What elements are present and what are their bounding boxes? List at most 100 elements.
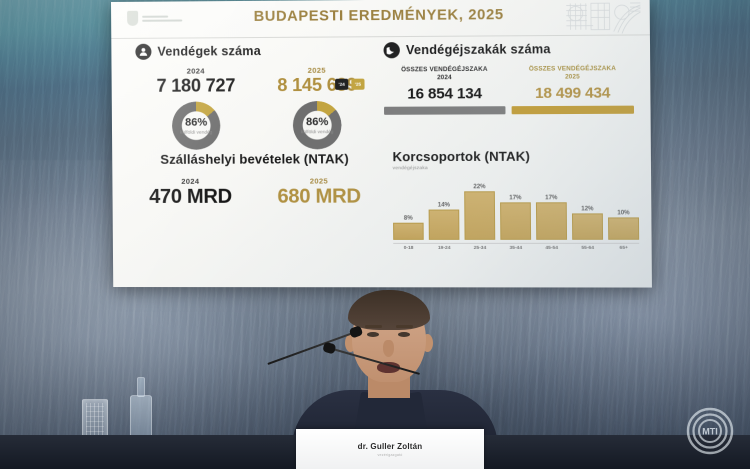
age-axis-tick: 65+ [619,245,628,251]
age-bar-item: 17% [500,177,532,240]
age-axis-tick: 35-44 [509,245,523,251]
age-bar-item: 22% [464,177,496,240]
age-bar-value: 17% [509,194,522,201]
mouth [377,362,400,373]
nights-heading: Vendégéjszakák száma [405,42,551,58]
age-bar-value: 17% [545,194,558,201]
bottle-neck [137,377,145,397]
nights-bar-2025 [511,105,635,114]
water-bottle [130,377,152,441]
age-chart-x-axis: 0-18 19-24 25-34 35-44 45-54 55-64 65+ [393,242,640,251]
eyebrow-left [365,325,382,328]
age-chart-title: Korcsoportok (NTAK) [392,148,531,165]
guests-year-2024: 2024 7 180 727 [136,66,257,96]
speaker-subtitle: vezérigazgató [377,452,403,457]
donut-caption-2024: külföldi vendég [180,129,213,135]
revenue-year-2024: 2024 470 MRD [126,177,254,209]
donut-center-2024: 86% külföldi vendég [172,101,221,149]
age-bar-value: 8% [403,215,413,222]
donut-pct-2025: 86% [305,115,329,128]
person-icon [135,43,152,60]
donut-cell-2024: 86% külföldi vendég [136,101,257,150]
age-bar [464,191,496,240]
legend-chip-2025: '25 [351,78,365,90]
ear-left [345,334,356,352]
revenue-year-label-2024: 2024 [181,176,200,186]
age-bar [500,202,532,240]
revenue-value-2025: 680 MRD [277,185,361,208]
revenue-section: Szálláshelyi bevételek (NTAK) 2024 470 M… [126,151,384,209]
hair [348,290,430,330]
donut-chart-2024: 86% külföldi vendég [171,101,221,150]
donut-caption-2025: külföldi vendég [300,128,334,134]
nights-section-title: Vendégéjszakák száma [383,41,634,59]
revenue-heading: Szálláshelyi bevételek (NTAK) [160,151,349,167]
guests-donut-row: 86% külföldi vendég 86% külföldi vendég [136,100,378,150]
nights-year-2024: 2024 [437,74,452,82]
donut-chart-2025: 86% külföldi vendég [292,100,342,150]
nights-bar-2024 [384,105,506,115]
revenue-year-pair: 2024 470 MRD 2025 680 MRD [126,176,383,209]
guest-nights-section: Vendégéjszakák száma ÖSSZES VENDÉGÉJSZAK… [383,41,635,115]
guests-value-2024: 7 180 727 [156,75,236,96]
revenue-year-label-2025: 2025 [309,176,328,186]
donut-pct-2024: 86% [185,116,208,129]
revenue-year-2025: 2025 680 MRD [254,176,383,208]
age-bar-item: 14% [428,177,460,240]
age-bar [608,217,640,240]
age-bar-value: 12% [581,205,594,212]
speaker-nameplate: dr. Guller Zoltán vezérigazgató [296,429,484,469]
nights-value-2025: 18 499 434 [534,84,611,102]
age-axis-tick: 0-18 [403,245,414,251]
age-bar-value: 14% [437,201,451,209]
nights-caption-2025: ÖSSZES VENDÉGÉJSZAKA [528,65,617,73]
nose [383,340,394,357]
revenue-value-2024: 470 MRD [149,185,232,208]
guests-section-title: Vendégek száma [135,42,377,60]
age-axis-tick: 19-24 [437,245,451,251]
eye-right [398,332,410,337]
age-bar-item: 10% [608,177,640,240]
nights-value-2024: 16 854 134 [407,84,482,103]
year-legend: '24 '25 [335,78,365,90]
age-bar-item: 12% [571,177,604,240]
nights-year-2025: 2025 [565,73,580,81]
age-chart-plot-area: 8% 14% 22% 17% 17% 12% 10% [393,177,640,240]
age-bar [535,202,568,240]
water-glass [82,399,108,441]
decorative-pattern-icon [564,1,642,35]
slide-header: BUDAPESTI EREDMÉNYEK, 2025 [111,0,650,39]
svg-text:MTI: MTI [702,427,718,437]
mti-watermark-logo: MTI [686,407,734,455]
age-axis-tick: 45-54 [545,245,559,251]
nights-columns: ÖSSZES VENDÉGÉJSZAKA 2024 16 854 134 ÖSS… [384,65,635,115]
eye-left [367,332,379,337]
speaker-name: dr. Guller Zoltán [357,441,423,451]
nights-column-2025: ÖSSZES VENDÉGÉJSZAKA 2025 18 499 434 [511,65,635,114]
donut-center-2025: 86% külföldi vendég [293,101,342,150]
ear-right [422,334,433,352]
donut-cell-2025: 86% külföldi vendég [256,100,378,150]
guests-section: Vendégek száma 2024 7 180 727 2025 8 145… [135,42,378,150]
age-bar-value: 22% [473,183,486,190]
age-bar-value: 10% [617,209,630,216]
age-groups-chart: Korcsoportok (NTAK) vendégéjszaka 8% 14% 2… [392,148,640,251]
moon-icon [383,42,400,59]
guests-heading: Vendégek száma [157,44,261,59]
nights-column-2024: ÖSSZES VENDÉGÉJSZAKA 2024 16 854 134 [384,66,506,115]
eyebrow-right [396,325,413,328]
legend-chip-2024: '24 [335,78,349,90]
presentation-screen: BUDAPESTI EREDMÉNYEK, 2025 [111,0,652,288]
age-bar [393,222,424,240]
age-bar-item: 8% [393,177,424,240]
age-axis-tick: 55-64 [581,245,595,251]
header-divider [111,34,650,39]
slide-surface: BUDAPESTI EREDMÉNYEK, 2025 [111,0,652,288]
age-axis-tick: 25-34 [473,245,487,251]
age-bar [428,209,460,240]
age-chart-subtitle: vendégéjszaka [392,166,428,172]
age-bar [571,213,604,240]
nights-caption-2024: ÖSSZES VENDÉGÉJSZAKA [401,65,488,74]
age-bar-item: 17% [535,177,568,240]
